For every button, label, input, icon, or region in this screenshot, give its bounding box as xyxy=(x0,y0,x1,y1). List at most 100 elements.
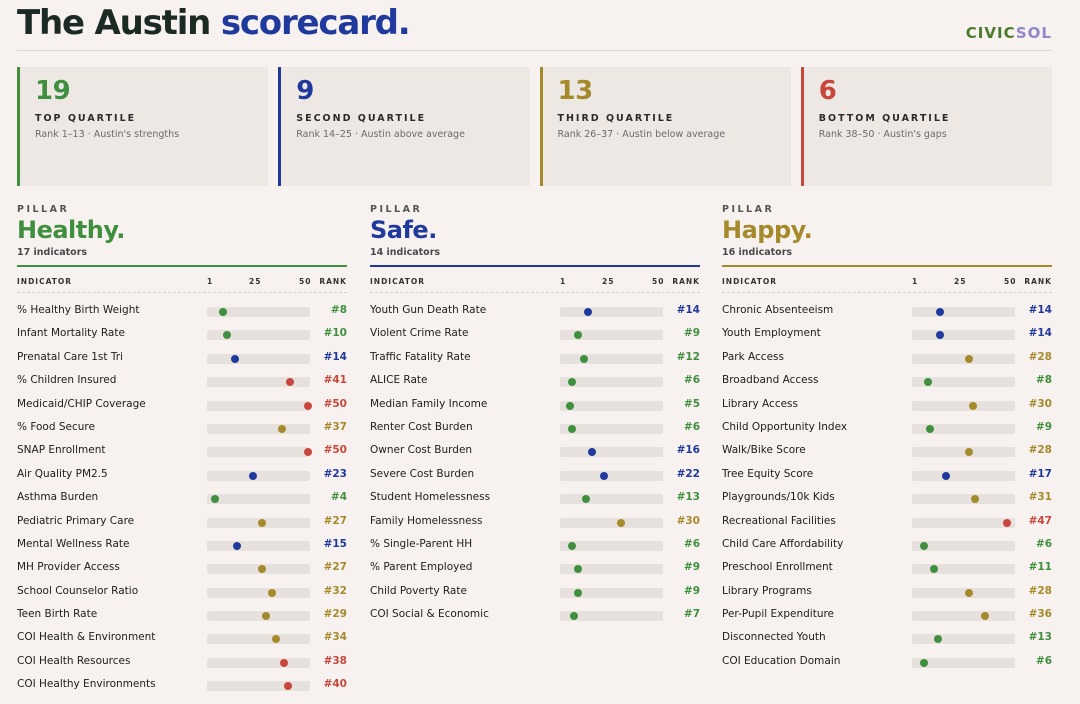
pillar-name: Happy. xyxy=(722,216,813,244)
indicator-row: Owner Cost Burden #16 xyxy=(370,439,700,462)
indicator-row: School Counselor Ratio #32 xyxy=(17,580,347,603)
rank-value: #50 xyxy=(323,397,347,410)
indicator-label: Infant Mortality Rate xyxy=(17,327,125,340)
rank-dot xyxy=(271,635,280,644)
indicator-label: School Counselor Ratio xyxy=(17,584,139,597)
quartile-description: Rank 26–37 · Austin below average xyxy=(557,129,726,140)
rank-dot xyxy=(600,471,609,480)
rank-track xyxy=(560,494,663,505)
indicator-row: Preschool Enrollment #11 xyxy=(722,556,1052,579)
rank-dot xyxy=(283,682,292,691)
indicator-label: Median Family Income xyxy=(370,397,488,410)
indicator-label: Air Quality PM2.5 xyxy=(17,467,108,480)
indicator-label: Severe Cost Burden xyxy=(370,467,475,480)
rank-dot xyxy=(1002,518,1011,527)
rank-track xyxy=(912,307,1015,317)
indicator-label: Violent Crime Rate xyxy=(370,327,469,340)
rank-value: #29 xyxy=(323,608,347,621)
rank-track xyxy=(912,423,1015,434)
indicator-list: Youth Gun Death Rate #14 Violent Crime Rat… xyxy=(370,299,700,626)
rank-track xyxy=(560,470,663,481)
rank-dot xyxy=(936,331,945,340)
rank-value: #13 xyxy=(676,491,700,504)
indicator-row: MH Provider Access #27 xyxy=(17,556,347,579)
rank-track xyxy=(560,587,663,598)
rank-value: #6 xyxy=(683,374,700,387)
indicator-header: INDICATOR xyxy=(722,277,778,286)
rank-track xyxy=(207,494,310,505)
quartile-card-bottom: 6 BOTTOM QUARTILE Rank 38–50 · Austin's … xyxy=(800,67,1052,186)
rank-dot xyxy=(233,541,242,550)
rank-value: #8 xyxy=(330,304,347,316)
rank-track xyxy=(207,377,310,388)
rank-dot xyxy=(920,658,929,667)
indicator-label: Library Access xyxy=(722,397,798,410)
rank-dot xyxy=(616,518,625,527)
rank-track xyxy=(912,494,1015,505)
pillar-divider xyxy=(722,265,1052,267)
rank-dot xyxy=(223,331,232,340)
rank-dot xyxy=(964,588,973,597)
rank-dot xyxy=(924,378,933,387)
indicator-row: Violent Crime Rate #9 xyxy=(370,322,700,345)
rank-value: #6 xyxy=(1035,537,1052,550)
indicator-label: Mental Wellness Rate xyxy=(17,537,130,550)
indicator-label: Student Homelessness xyxy=(370,491,491,504)
title-accent: scorecard. xyxy=(220,3,411,43)
rank-value: #28 xyxy=(1028,584,1052,597)
indicator-row: Park Access #28 xyxy=(722,346,1052,369)
rank-value: #12 xyxy=(676,350,700,363)
indicator-row: Renter Cost Burden #6 xyxy=(370,416,700,439)
column-header: INDICATOR 1 25 50 RANK xyxy=(370,267,700,293)
rank-track xyxy=(912,564,1015,575)
indicator-row: COI Health Resources #38 xyxy=(17,650,347,673)
indicator-label: Traffic Fatality Rate xyxy=(370,350,471,363)
quartile-card-third: 13 THIRD QUARTILE Rank 26–37 · Austin be… xyxy=(539,67,791,186)
indicator-row: % Parent Employed #9 xyxy=(370,556,700,579)
rank-dot xyxy=(566,401,575,410)
quartile-description: Rank 1–13 · Austin's strengths xyxy=(35,129,180,140)
scale-tick-50: 50 xyxy=(1004,277,1017,286)
rank-value: #50 xyxy=(323,444,347,457)
rank-dot xyxy=(304,401,312,410)
quartile-label: SECOND QUARTILE xyxy=(296,113,427,124)
rank-value: #23 xyxy=(323,467,347,480)
indicator-row: Chronic Absenteeism #14 xyxy=(722,299,1052,322)
header-divider xyxy=(17,50,1052,51)
rank-header: RANK xyxy=(672,277,700,286)
scale-tick-1: 1 xyxy=(560,277,567,286)
indicator-header: INDICATOR xyxy=(17,277,73,286)
rank-track xyxy=(560,540,663,551)
rank-track xyxy=(207,634,310,645)
rank-value: #13 xyxy=(1028,631,1052,644)
indicator-row: SNAP Enrollment #50 xyxy=(17,439,347,462)
indicator-label: COI Healthy Environments xyxy=(17,678,156,691)
rank-dot xyxy=(211,495,220,504)
indicator-row: Pediatric Primary Care #27 xyxy=(17,510,347,533)
rank-track xyxy=(207,307,310,317)
scale-tick-1: 1 xyxy=(912,277,919,286)
indicator-label: COI Health Resources xyxy=(17,654,131,667)
rank-dot xyxy=(261,612,270,621)
indicator-label: Broadband Access xyxy=(722,374,819,387)
quartile-label: BOTTOM QUARTILE xyxy=(818,113,951,124)
rank-track xyxy=(207,681,310,692)
rank-dot xyxy=(257,565,266,574)
rank-track xyxy=(207,353,310,364)
pillar-tag: PILLAR xyxy=(370,204,423,215)
rank-value: #4 xyxy=(330,491,347,504)
rank-dot xyxy=(249,471,258,480)
quartile-count: 9 xyxy=(296,76,314,106)
rank-track xyxy=(207,400,312,411)
pillar-indicator-count: 16 indicators xyxy=(722,247,793,258)
indicator-label: Recreational Facilities xyxy=(722,514,836,527)
rank-track xyxy=(560,517,663,528)
indicator-row: % Single-Parent HH #6 xyxy=(370,533,700,556)
rank-track xyxy=(207,540,310,551)
indicator-label: Library Programs xyxy=(722,584,812,597)
rank-value: #9 xyxy=(1035,420,1052,433)
pillar-happy: PILLAR Happy. 16 indicators INDICATOR 1 25 50 R… xyxy=(722,204,1052,673)
rank-dot xyxy=(568,378,577,387)
rank-dot xyxy=(582,495,591,504)
rank-value: #11 xyxy=(1028,561,1052,574)
